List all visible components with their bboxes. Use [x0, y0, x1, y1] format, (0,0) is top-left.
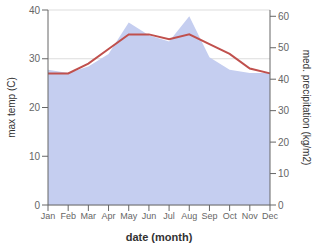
- svg-text:Jul: Jul: [163, 211, 175, 221]
- svg-text:40: 40: [29, 5, 41, 16]
- svg-text:max temp (C): max temp (C): [6, 77, 17, 138]
- svg-text:30: 30: [29, 53, 41, 64]
- svg-text:Feb: Feb: [60, 211, 76, 221]
- svg-text:Oct: Oct: [223, 211, 238, 221]
- svg-text:Dec: Dec: [262, 211, 279, 221]
- svg-text:Aug: Aug: [181, 211, 197, 221]
- svg-text:Mar: Mar: [81, 211, 97, 221]
- svg-text:Sep: Sep: [201, 211, 217, 221]
- svg-text:Jan: Jan: [41, 211, 56, 221]
- svg-text:50: 50: [278, 42, 290, 53]
- svg-text:Nov: Nov: [242, 211, 259, 221]
- svg-text:60: 60: [278, 11, 290, 22]
- svg-text:40: 40: [278, 74, 290, 85]
- svg-text:date (month): date (month): [126, 231, 193, 243]
- svg-text:0: 0: [34, 200, 40, 211]
- svg-text:20: 20: [278, 137, 290, 148]
- svg-text:May: May: [120, 211, 138, 221]
- svg-text:20: 20: [29, 102, 41, 113]
- svg-text:Jun: Jun: [142, 211, 157, 221]
- svg-text:10: 10: [278, 168, 290, 179]
- svg-text:10: 10: [29, 151, 41, 162]
- svg-text:med. precipitation (kg/m2): med. precipitation (kg/m2): [301, 50, 312, 166]
- svg-text:Apr: Apr: [102, 211, 116, 221]
- svg-text:30: 30: [278, 105, 290, 116]
- svg-text:0: 0: [278, 200, 284, 211]
